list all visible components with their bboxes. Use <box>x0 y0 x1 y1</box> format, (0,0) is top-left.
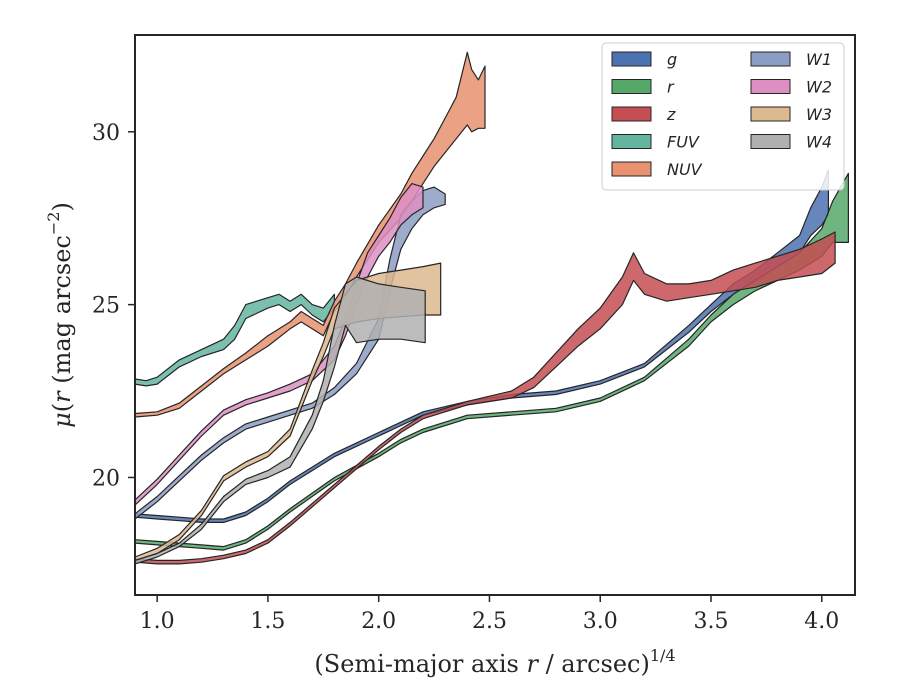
legend: grz FUV NUV W1 W2 W3 W4 <box>601 42 845 191</box>
series-layer <box>134 51 850 565</box>
x-tick-label: 2.0 <box>361 609 396 634</box>
x-tick-label: 3.5 <box>694 609 729 634</box>
legend-label-g: g <box>667 50 677 69</box>
legend-swatch-w3 <box>750 106 791 122</box>
y-tick-label: 30 <box>92 121 120 146</box>
series-band-w2 <box>134 183 424 506</box>
series-band-w4 <box>134 276 426 565</box>
series-band-r <box>134 172 850 551</box>
legend-label-nuv: NUV <box>667 160 703 179</box>
y-axis-title: μ(r (mag arcsec−2) <box>44 202 76 428</box>
series-band-z <box>134 231 836 565</box>
x-tick-label: 4.0 <box>804 609 839 634</box>
legend-label-w1: W1 <box>806 50 832 69</box>
series-band-fuv <box>134 293 335 387</box>
legend-swatch-w4 <box>750 134 791 149</box>
x-axis-title: (Semi-major axis r / arcsec)1/4 <box>314 646 675 678</box>
legend-swatch-w2 <box>750 79 791 94</box>
legend-swatch-w1 <box>750 51 791 67</box>
x-tick-label: 1.0 <box>140 609 175 634</box>
y-tick-label: 20 <box>92 466 120 491</box>
y-tick-label: 25 <box>92 294 120 319</box>
ticks-layer: 1.0 1.5 2.0 2.5 3.0 3.5 4.0 20 25 30 <box>92 121 839 634</box>
x-tick-label: 1.5 <box>250 609 285 634</box>
axes-frame <box>134 34 856 596</box>
series-band-nuv <box>134 51 486 418</box>
legend-swatch-nuv <box>611 161 652 177</box>
legend-swatch-r <box>611 79 652 94</box>
legend-label-w3: W3 <box>806 105 832 124</box>
legend-swatch-fuv <box>611 134 652 149</box>
x-tick-label: 2.5 <box>472 609 507 634</box>
legend-label-z: z <box>666 105 676 124</box>
legend-swatch-z <box>611 106 652 122</box>
series-band-w1 <box>134 186 446 520</box>
legend-label-w4: W4 <box>806 133 832 152</box>
x-tick-label: 3.0 <box>583 609 618 634</box>
legend-label-r: r <box>667 78 675 97</box>
legend-swatch-g <box>611 51 652 67</box>
legend-label-w2: W2 <box>806 78 832 97</box>
legend-label-fuv: FUV <box>667 133 700 152</box>
